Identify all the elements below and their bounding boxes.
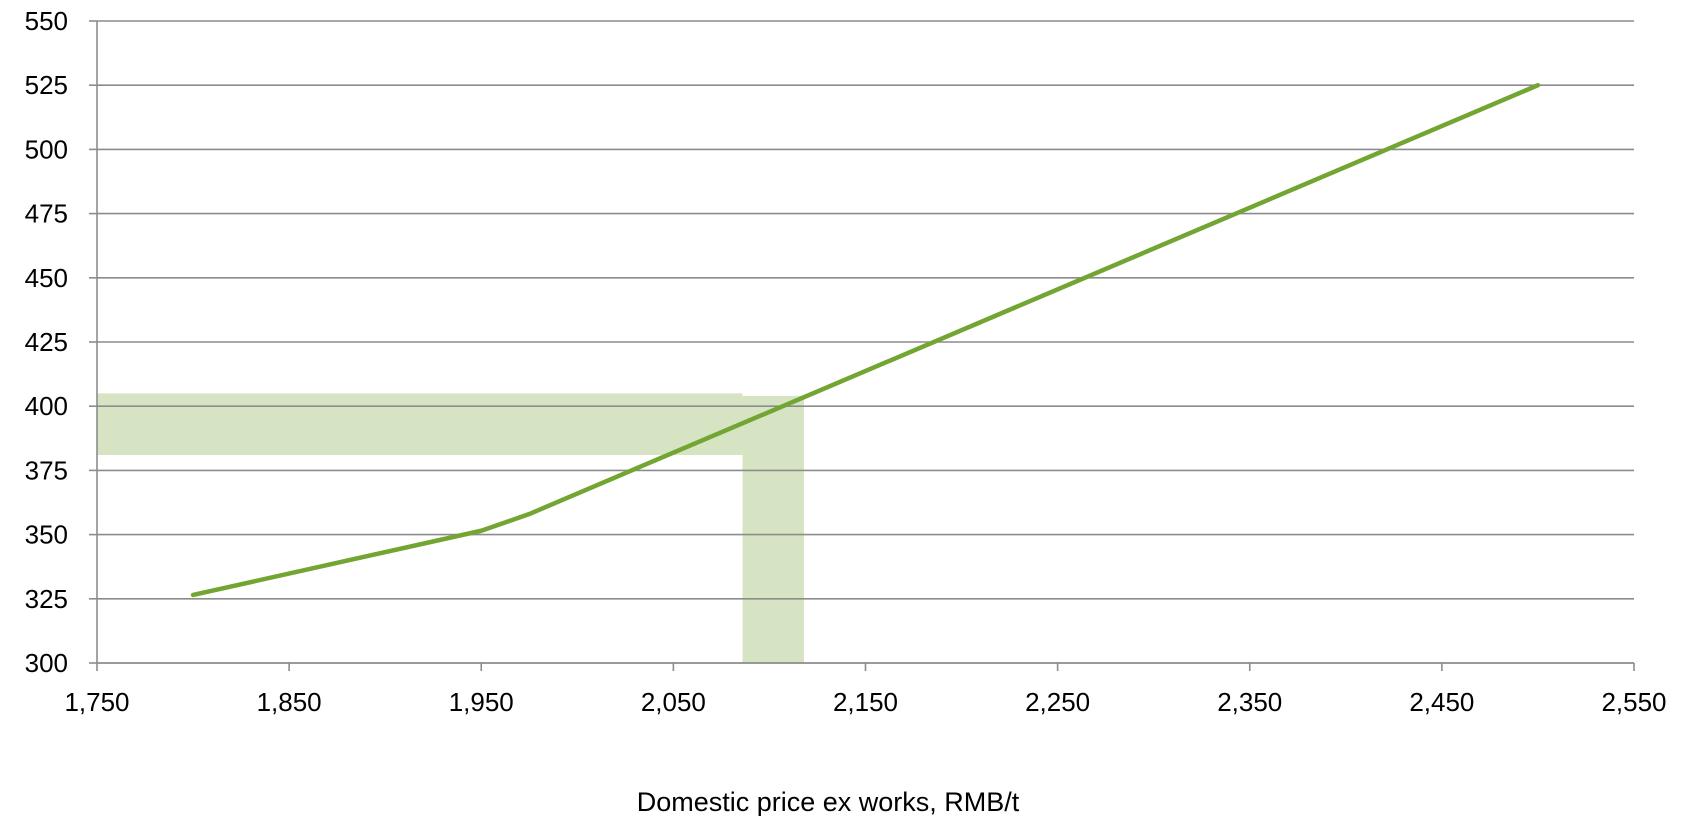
- x-tick-label: 1,750: [64, 687, 129, 717]
- y-tick-label: 300: [25, 648, 68, 678]
- shaded-bands: [97, 393, 805, 663]
- x-tick-label: 2,550: [1601, 687, 1666, 717]
- x-tick-labels: 1,750 1,850 1,950 2,050 2,150 2,250 2,350 2,450…: [64, 687, 1666, 717]
- series-layer: [190, 82, 1541, 598]
- x-tick-label: 1,950: [449, 687, 514, 717]
- x-axis-title: Domestic price ex works, RMB/t: [637, 787, 1020, 816]
- y-tick-label: 425: [25, 327, 68, 357]
- x-tick-label: 2,350: [1217, 687, 1282, 717]
- shaded-band-vertical: [742, 395, 805, 663]
- y-tick-label: 500: [25, 134, 68, 164]
- y-tick-label: 450: [25, 263, 68, 293]
- axes: [89, 20, 1635, 671]
- y-tick-label: 525: [25, 70, 68, 100]
- x-tick-label: 2,050: [641, 687, 706, 717]
- y-tick-labels: 300 325 350 375 400 425 450 475 500 525 550: [25, 6, 68, 678]
- gridlines: [97, 20, 1634, 664]
- x-tick-label: 2,450: [1409, 687, 1474, 717]
- y-tick-label: 475: [25, 199, 68, 229]
- x-tick-label: 2,150: [833, 687, 898, 717]
- y-tick-label: 550: [25, 6, 68, 36]
- y-tick-label: 400: [25, 391, 68, 421]
- x-tick-label: 2,250: [1025, 687, 1090, 717]
- x-tick-label: 1,850: [257, 687, 322, 717]
- shaded-band-horizontal: [97, 393, 743, 455]
- y-tick-label: 325: [25, 584, 68, 614]
- series-line-0: [190, 82, 1541, 598]
- y-tick-label: 375: [25, 455, 68, 485]
- y-tick-label: 350: [25, 520, 68, 550]
